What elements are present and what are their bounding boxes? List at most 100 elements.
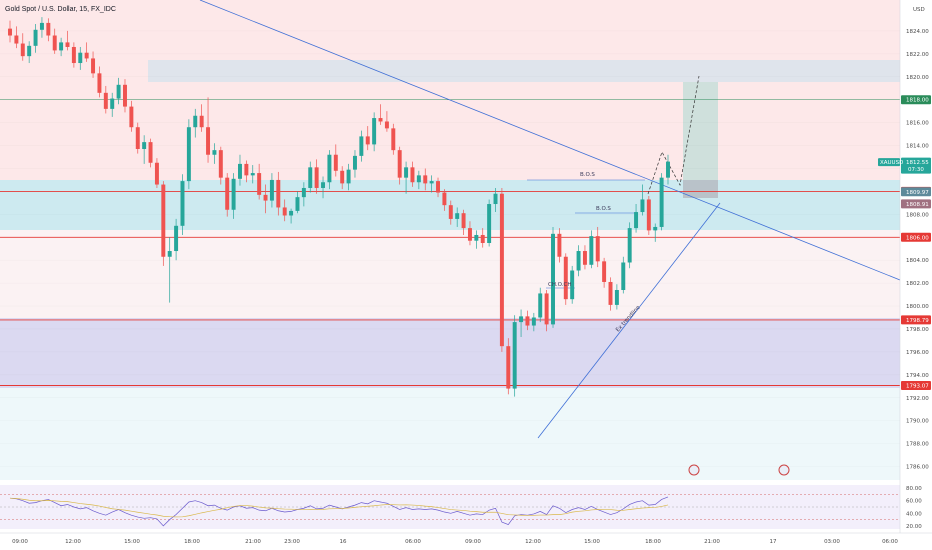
time-tick: 06:00 (882, 539, 898, 545)
candle-body (218, 150, 223, 178)
mid-zone (0, 230, 900, 318)
candle-body (257, 173, 262, 195)
price-labels: 1810.001806.001798.791793.071818.001812.… (878, 95, 931, 390)
candle-body (269, 179, 274, 201)
time-tick: 15:00 (124, 539, 140, 545)
candle-body (608, 281, 613, 305)
candle-body (627, 228, 632, 263)
target-box (683, 82, 718, 180)
candle-body (397, 150, 402, 178)
time-tick: 09:00 (12, 539, 28, 545)
candle-body (206, 127, 211, 155)
choch-label: CH.O.CH (548, 282, 571, 288)
candle-body (384, 121, 389, 129)
candle-body (91, 58, 96, 74)
time-axis (0, 533, 932, 550)
candle-body (333, 154, 338, 171)
candle-body (52, 35, 57, 51)
time-tick: 12:00 (65, 539, 81, 545)
time-tick: 16 (340, 539, 347, 545)
time-tick: 21:00 (704, 539, 720, 545)
candle-body (231, 178, 236, 210)
candle-body (39, 22, 44, 30)
price-tick: 1824.00 (906, 29, 929, 35)
candle-body (442, 192, 447, 206)
descending-trendline (199, 0, 901, 281)
candle-body (634, 212, 639, 229)
candle-body (365, 136, 370, 145)
candle-body (193, 115, 198, 128)
candle-body (244, 163, 249, 176)
bos-label-lower: B.O.S (596, 206, 611, 212)
candle-body (506, 346, 511, 389)
price-tick: 1804.00 (906, 258, 929, 264)
candle-body (474, 234, 479, 241)
candle-body (238, 163, 242, 179)
candle-body (519, 316, 524, 323)
candle-body (212, 150, 217, 155)
price-tick: 1816.00 (906, 121, 929, 127)
candle-body (129, 106, 134, 128)
candle-body (199, 115, 204, 128)
level-price-tag (901, 380, 931, 390)
candle-body (103, 92, 108, 109)
candle-body (295, 197, 300, 211)
candle-body (301, 187, 306, 198)
candle-body (666, 161, 670, 178)
candle-body (404, 167, 409, 178)
chart-title: Gold Spot / U.S. Dollar, 15, FX_IDC (5, 6, 116, 13)
price-tick: 1800.00 (906, 304, 929, 310)
rsi-tick: 60.00 (906, 499, 922, 505)
candle-body (493, 193, 498, 205)
candle-body (142, 142, 147, 149)
upper-red-zone (0, 0, 900, 180)
price-tag (901, 187, 931, 197)
time-tick: 15:00 (584, 539, 600, 545)
time-tick: 09:00 (465, 539, 481, 545)
us-flag-icon[interactable] (778, 464, 790, 476)
candle-body (480, 234, 485, 243)
candle-body (563, 256, 568, 300)
candle-body (135, 127, 140, 149)
candle-body (436, 181, 440, 193)
candle-body (551, 233, 555, 325)
candle-body (602, 261, 607, 282)
price-tag (901, 157, 931, 174)
symbol-tag (878, 158, 900, 167)
ascending-trendline (537, 202, 721, 439)
cyan-zone (0, 180, 900, 230)
price-tick: 1802.00 (906, 281, 929, 287)
candle-body (653, 226, 658, 231)
candle-body (352, 155, 357, 170)
candle-body (576, 251, 581, 271)
candle-body (595, 236, 600, 262)
stop-box (683, 180, 718, 198)
candle-body (582, 251, 587, 265)
rsi-indicator (0, 494, 900, 527)
candle-body (33, 29, 38, 46)
price-tag-text: 1808.91 (906, 202, 929, 208)
price-tick: 1786.00 (906, 465, 929, 471)
candle-body (20, 43, 25, 57)
candle-body (557, 233, 562, 257)
candle-body (544, 293, 549, 325)
candle-body (570, 270, 575, 300)
candle-body (14, 35, 19, 44)
candle-body (467, 228, 472, 241)
price-tag (901, 199, 931, 209)
candle-body (78, 52, 83, 64)
symbol-tag-text: XAUUSD (880, 160, 903, 166)
candle-body (225, 177, 230, 210)
candle-body (27, 45, 32, 57)
candle-body (525, 316, 530, 326)
rsi-tick: 80.00 (906, 486, 922, 492)
us-flag-icon[interactable] (688, 464, 700, 476)
candle-body (391, 128, 396, 151)
candle-body (499, 193, 504, 347)
candle-body (59, 42, 64, 51)
price-tag-text: 1812.55 (906, 160, 929, 166)
price-tick: 1790.00 (906, 419, 929, 425)
candle-body (531, 317, 536, 326)
candle-body (659, 177, 664, 227)
bos-label-upper: B.O.S (580, 172, 595, 178)
